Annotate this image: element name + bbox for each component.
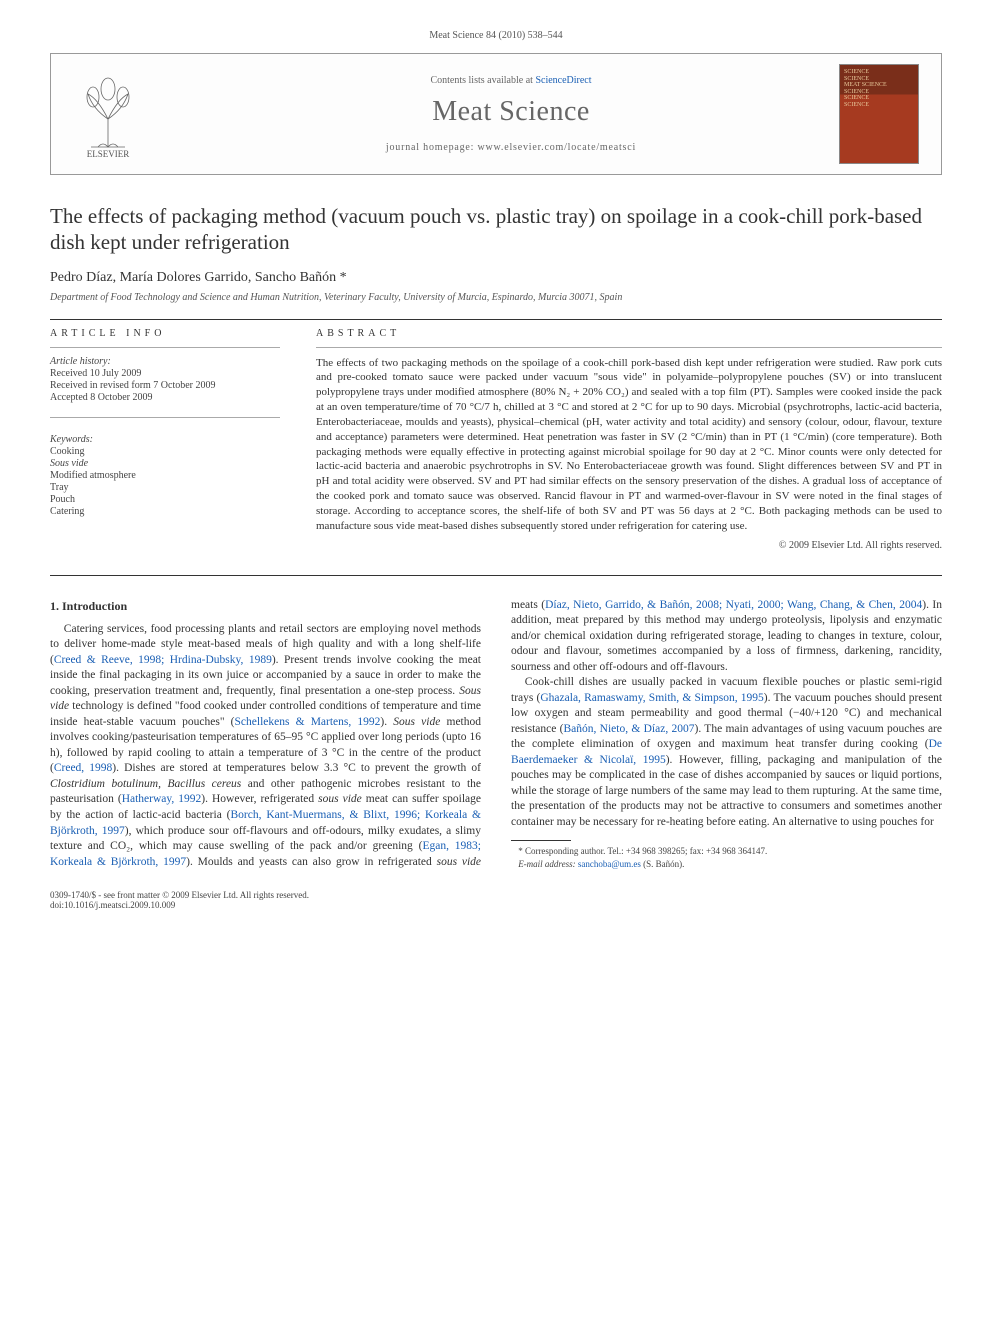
- abstract-heading: ABSTRACT: [316, 328, 942, 339]
- italic-term: Clostridium botulinum, Bacillus cereus: [50, 778, 241, 790]
- text-run: ). Dishes are stored at temperatures bel…: [112, 762, 481, 774]
- publisher-name-text: ELSEVIER: [87, 149, 130, 159]
- rule-info-1: [50, 347, 280, 348]
- journal-cover-thumb: SCIENCE SCIENCE MEAT SCIENCE SCIENCE SCI…: [839, 64, 929, 164]
- abstract-column: ABSTRACT The effects of two packaging me…: [316, 328, 942, 551]
- cover-text: SCIENCE SCIENCE MEAT SCIENCE SCIENCE SCI…: [844, 69, 914, 109]
- section-1-heading: 1. Introduction: [50, 598, 481, 614]
- footer-doi-line: doi:10.1016/j.meatsci.2009.10.009: [50, 900, 309, 910]
- keyword-item: Tray: [50, 482, 280, 493]
- article-info-heading: ARTICLE INFO: [50, 328, 280, 339]
- rule-abs: [316, 347, 942, 348]
- cover-thumbnail-icon: SCIENCE SCIENCE MEAT SCIENCE SCIENCE SCI…: [839, 64, 919, 164]
- received-date: Received 10 July 2009: [50, 368, 280, 379]
- journal-homepage-line: journal homepage: www.elsevier.com/locat…: [183, 142, 839, 153]
- italic-term: sous vide: [318, 793, 362, 805]
- journal-header-box: ELSEVIER Contents lists available at Sci…: [50, 53, 942, 175]
- authors-line: Pedro Díaz, María Dolores Garrido, Sanch…: [50, 270, 942, 286]
- keyword-item: Modified atmosphere: [50, 470, 280, 481]
- citation-link[interactable]: Díaz, Nieto, Garrido, & Bañón, 2008; Nya…: [545, 599, 922, 611]
- footer-left: 0309-1740/$ - see front matter © 2009 El…: [50, 890, 309, 910]
- text-run: ), which produce sour off-flavours and o…: [125, 825, 368, 837]
- keyword-item: Pouch: [50, 494, 280, 505]
- email-label: E-mail address:: [518, 859, 575, 869]
- keyword-item: Catering: [50, 506, 280, 517]
- italic-term: sous vide: [437, 856, 481, 868]
- text-run: ).: [380, 716, 393, 728]
- elsevier-tree-icon: ELSEVIER: [63, 69, 153, 159]
- affiliation-line: Department of Food Technology and Scienc…: [50, 292, 942, 303]
- email-person: (S. Bañón).: [643, 859, 684, 869]
- text-run: meats (: [511, 599, 545, 611]
- keyword-item: Sous vide: [50, 458, 280, 469]
- article-history-heading: Article history:: [50, 356, 280, 367]
- accepted-date: Accepted 8 October 2009: [50, 392, 280, 403]
- citation-link[interactable]: Hatherway, 1992: [122, 793, 202, 805]
- article-body-two-col: 1. Introduction Catering services, food …: [50, 598, 942, 870]
- text-run: ). Moulds and yeasts can also grow in re…: [186, 856, 436, 868]
- abstract-copyright: © 2009 Elsevier Ltd. All rights reserved…: [316, 540, 942, 551]
- citation-link[interactable]: Schellekens & Martens, 1992: [235, 716, 381, 728]
- keyword-item: Cooking: [50, 446, 280, 457]
- running-head: Meat Science 84 (2010) 538–544: [50, 30, 942, 41]
- footnotes-block: * Corresponding author. Tel.: +34 968 39…: [511, 840, 942, 869]
- email-footnote: E-mail address: sanchoba@um.es (S. Bañón…: [511, 858, 942, 870]
- italic-term: Sous vide: [393, 716, 440, 728]
- citation-link[interactable]: Creed, 1998: [54, 762, 112, 774]
- sciencedirect-link[interactable]: ScienceDirect: [535, 75, 591, 86]
- revised-date: Received in revised form 7 October 2009: [50, 380, 280, 391]
- contents-list-prefix: Contents lists available at: [430, 75, 535, 86]
- page-footer: 0309-1740/$ - see front matter © 2009 El…: [50, 890, 942, 910]
- footnote-separator: [511, 840, 571, 841]
- rule-above-info: [50, 319, 942, 320]
- citation-link[interactable]: Bañón, Nieto, & Díaz, 2007: [563, 723, 694, 735]
- footer-copyright-line: 0309-1740/$ - see front matter © 2009 El…: [50, 890, 309, 900]
- article-info-abstract-row: ARTICLE INFO Article history: Received 1…: [50, 328, 942, 551]
- rule-below-abstract: [50, 575, 942, 576]
- rule-info-2: [50, 417, 280, 418]
- publisher-logo-block: ELSEVIER: [63, 69, 183, 159]
- abstract-body: The effects of two packaging methods on …: [316, 356, 942, 534]
- contents-list-line: Contents lists available at ScienceDirec…: [183, 75, 839, 86]
- citation-link[interactable]: Ghazala, Ramaswamy, Smith, & Simpson, 19…: [540, 692, 763, 704]
- text-run: ). However, refrigerated: [201, 793, 318, 805]
- article-info-column: ARTICLE INFO Article history: Received 1…: [50, 328, 280, 551]
- corresponding-author-footnote: * Corresponding author. Tel.: +34 968 39…: [511, 845, 942, 857]
- journal-name: Meat Science: [183, 96, 839, 128]
- keywords-heading: Keywords:: [50, 434, 280, 445]
- article-title: The effects of packaging method (vacuum …: [50, 203, 942, 256]
- citation-link[interactable]: Creed & Reeve, 1998; Hrdina-Dubsky, 1989: [54, 654, 272, 666]
- email-link[interactable]: sanchoba@um.es: [578, 859, 641, 869]
- intro-paragraph-2: Cook-chill dishes are usually packed in …: [511, 675, 942, 830]
